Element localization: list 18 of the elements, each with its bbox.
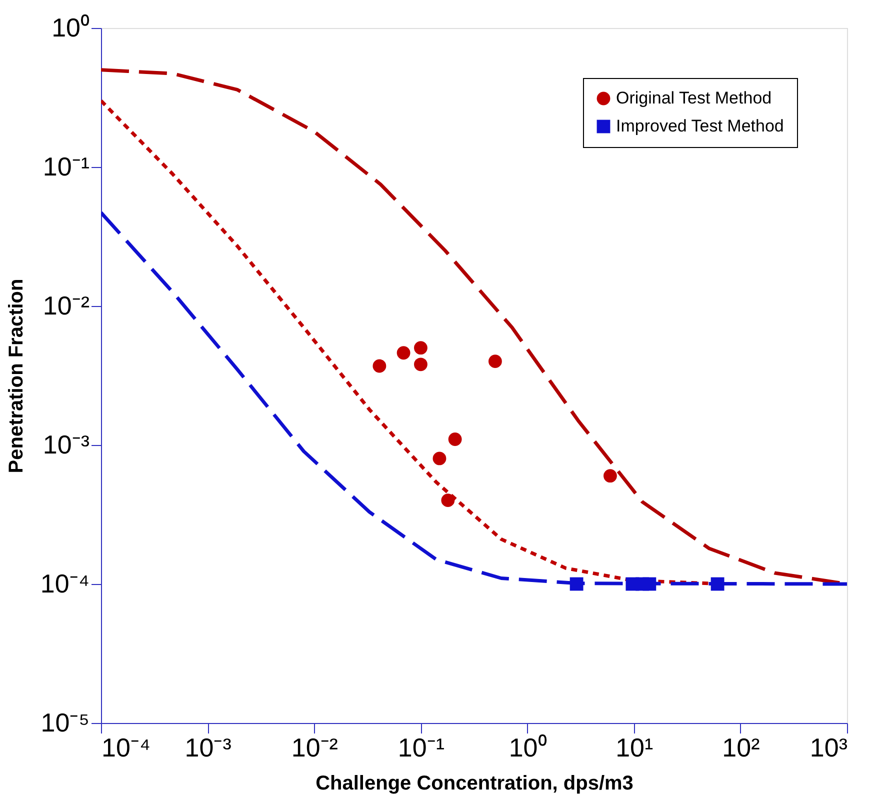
y-tick-label: 10⁻¹: [42, 152, 90, 182]
legend-label: Original Test Method: [616, 88, 772, 108]
x-tick-label: 10⁻³: [184, 732, 232, 762]
y-tick-label: 10⁻³: [42, 430, 90, 460]
y-tick-label: 10⁰: [52, 12, 90, 42]
x-tick-label: 10⁰: [508, 732, 547, 762]
y-axis-title: Penetration Fraction: [5, 278, 28, 474]
y-tick-label: 10⁻²: [42, 290, 90, 320]
x-tick-label: 10¹: [616, 732, 654, 762]
x-axis-title: Challenge Concentration, dps/m3: [316, 772, 634, 794]
x-tick-label: 10⁻¹: [398, 732, 445, 762]
y-tick-label: 10⁻⁵: [40, 708, 90, 738]
x-tick-label: 10⁻⁴: [102, 732, 151, 762]
x-tick-label: 10⁻²: [291, 732, 338, 762]
legend-label: Improved Test Method: [616, 116, 784, 136]
x-tick-label: 10²: [722, 732, 760, 762]
y-tick-label: 10⁻⁴: [40, 568, 90, 598]
x-tick-label: 10³: [810, 732, 848, 762]
